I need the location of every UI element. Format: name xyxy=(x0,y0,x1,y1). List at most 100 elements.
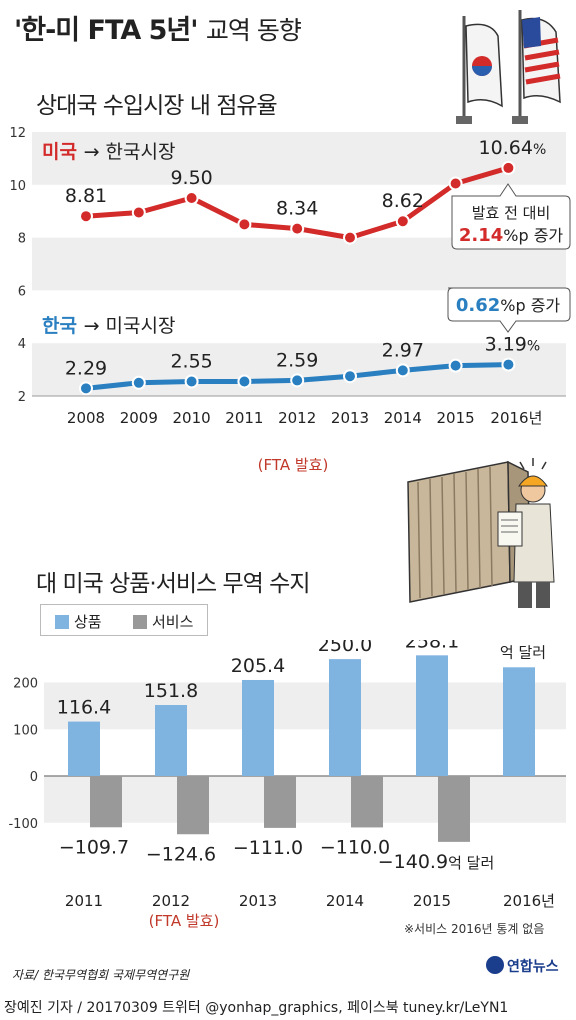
bar-label-services: −109.7 xyxy=(59,836,129,858)
x-tick-label: 2009 xyxy=(120,409,158,427)
logo-icon xyxy=(486,956,504,974)
worker-container-illustration xyxy=(398,452,568,616)
x-tick-label: 2010 xyxy=(173,409,211,427)
bar-label-goods: 116.4 xyxy=(57,697,111,719)
gridband xyxy=(44,776,566,823)
data-point xyxy=(131,205,146,220)
market-share-line-chart: 2 4 6 8 10 12 2008 2009 2010 2011 2012 2013 2014 201… xyxy=(9,126,571,474)
x-tick-label: 2016년 xyxy=(490,409,542,427)
bar-goods xyxy=(68,721,100,776)
data-point xyxy=(501,160,516,175)
us-callout-line2: 2.14%p 증가 xyxy=(459,225,564,246)
y-tick-label: 4 xyxy=(18,337,26,352)
legend-label-services: 서비스 xyxy=(152,613,194,631)
title-main: '한-미 FTA 5년' xyxy=(14,15,199,46)
bar-label-services: −124.6 xyxy=(146,843,216,865)
bar-label-goods: 151.8 xyxy=(144,680,198,702)
data-point xyxy=(395,214,410,229)
logo-text: 연합뉴스 xyxy=(507,959,559,975)
gridband xyxy=(32,343,566,396)
data-point xyxy=(501,357,516,372)
x-tick-label: 2011 xyxy=(225,409,263,427)
legend-swatch-services xyxy=(133,615,147,629)
footnote: ※서비스 2016년 통계 없음 xyxy=(404,922,545,936)
yonhap-logo: 연합뉴스 xyxy=(486,956,559,976)
page-title: '한-미 FTA 5년' 교역 동향 xyxy=(14,8,302,47)
section1-title: 상대국 수입시장 내 점유율 xyxy=(36,93,278,119)
bar-label-services: −111.0 xyxy=(233,837,303,859)
trade-balance-bar-chart: -100 0 100 200 116.4 151.8 205.4 250.0 258.1 232… xyxy=(8,640,566,930)
data-label: 8.81 xyxy=(65,185,107,207)
data-label: 2.59 xyxy=(276,349,318,371)
y-tick-label: 0 xyxy=(30,770,38,785)
bar-legend: 상품 서비스 xyxy=(40,604,208,636)
x-tick-label: 2008 xyxy=(67,409,105,427)
data-point xyxy=(395,363,410,378)
bar-services xyxy=(264,776,296,828)
bar-services xyxy=(438,776,470,842)
bar-label-services: −110.0 xyxy=(320,836,390,858)
legend-item-goods: 상품 xyxy=(55,611,102,632)
legend-item-services: 서비스 xyxy=(133,611,193,632)
bar-label-goods: 232.5 xyxy=(496,640,550,642)
x-tick-label: 2013 xyxy=(331,409,369,427)
flags-illustration xyxy=(440,6,570,130)
y-tick-label: 2 xyxy=(18,390,26,405)
bar-label-goods: 205.4 xyxy=(231,655,285,677)
data-point xyxy=(290,221,305,236)
kr-increase-callout: 0.62%p 증가 xyxy=(447,287,571,333)
data-label: 8.34 xyxy=(276,198,318,220)
x-tick-label: 2015 xyxy=(437,409,475,427)
bar-services xyxy=(351,776,383,828)
y-tick-label: 100 xyxy=(13,723,38,738)
data-point xyxy=(448,358,463,373)
y-tick-label: 200 xyxy=(13,677,38,692)
source: 자료/ 한국무역협회 국제무역연구원 xyxy=(12,968,190,982)
legend-swatch-goods xyxy=(55,615,69,629)
x-tick-label: 2011 xyxy=(65,892,103,910)
x-tick-label: 2012 xyxy=(278,409,316,427)
data-point xyxy=(184,191,199,205)
bar-goods xyxy=(416,655,448,776)
data-label: 2.55 xyxy=(170,350,212,372)
data-point xyxy=(237,374,252,389)
bar-label-goods: 250.0 xyxy=(318,640,372,656)
credit: 장예진 기자 / 20170309 트위터 @yonhap_graphics, … xyxy=(4,1000,509,1016)
gridband xyxy=(44,682,566,730)
bar-goods xyxy=(155,705,187,776)
data-label: 2.29 xyxy=(65,357,107,379)
y-tick-label: 10 xyxy=(9,179,26,194)
data-point xyxy=(184,374,199,389)
section2-title: 대 미국 상품·서비스 무역 수지 xyxy=(36,571,310,597)
unit-label-goods: 억 달러 xyxy=(500,643,546,661)
fta-label-2012-bars: (FTA 발효) xyxy=(149,912,220,930)
x-tick-label: 2013 xyxy=(239,892,277,910)
kr-callout-text: 0.62%p 증가 xyxy=(456,295,561,316)
fta-label-2012: (FTA 발효) xyxy=(258,456,329,474)
data-point xyxy=(343,230,357,245)
data-label: 2.97 xyxy=(382,339,424,361)
bar-label-services: −140.9억 달러 xyxy=(378,851,495,873)
title-sub: 교역 동향 xyxy=(205,16,302,45)
series-legend-label: 미국 → 한국시장 xyxy=(42,141,175,163)
bar-goods xyxy=(242,679,274,776)
x-tick-label: 2012 xyxy=(152,892,190,910)
bar-services xyxy=(90,776,122,828)
data-point xyxy=(343,369,357,384)
data-point xyxy=(79,381,93,396)
bar-services xyxy=(177,776,209,835)
data-label: 10.64% xyxy=(479,137,547,159)
legend-label-goods: 상품 xyxy=(74,613,102,631)
bar-goods xyxy=(329,659,361,776)
data-label: 9.50 xyxy=(170,167,212,189)
x-tick-label: 2014 xyxy=(326,892,364,910)
y-tick-label: -100 xyxy=(8,817,38,832)
y-tick-label: 6 xyxy=(18,284,26,299)
x-tick-label: 2016년 xyxy=(503,892,555,910)
series-legend-label: 한국 → 미국시장 xyxy=(42,315,175,337)
us-increase-callout: 발효 전 대비 2.14%p 증가 xyxy=(451,183,571,250)
x-tick-label: 2014 xyxy=(384,409,422,427)
data-label: 3.19% xyxy=(485,334,541,356)
us-callout-line1: 발효 전 대비 xyxy=(472,204,551,222)
data-point xyxy=(290,373,305,388)
